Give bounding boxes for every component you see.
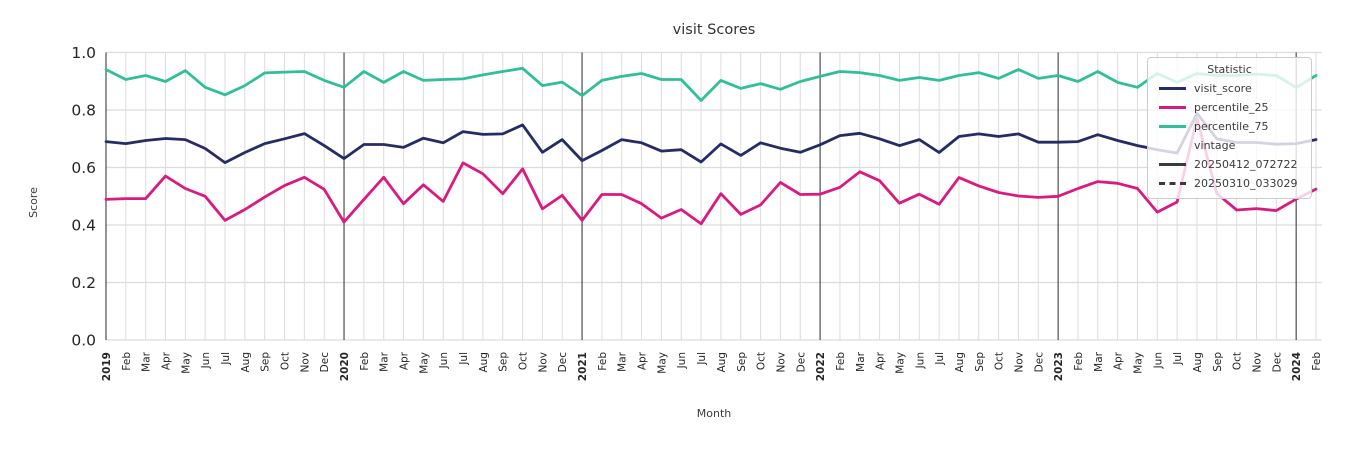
x-tick-label: Mar	[379, 351, 391, 371]
x-tick-label: Oct	[756, 352, 768, 370]
legend-series-rows: visit_score percentile_25 percentile_75	[1148, 79, 1311, 136]
y-tick-label: 0.6	[71, 159, 96, 177]
x-tick-label: Jul	[1172, 352, 1184, 366]
x-tick-label: 2019	[101, 352, 113, 381]
x-tick-label: May	[180, 352, 192, 374]
x-tick-label: Feb	[121, 352, 133, 371]
legend-label: percentile_25	[1194, 101, 1269, 114]
x-tick-label: Feb	[1311, 352, 1323, 371]
x-tick-label: Dec	[557, 352, 569, 373]
x-tick-label: Apr	[399, 351, 411, 370]
x-tick-label: 2023	[1053, 352, 1065, 381]
x-tick-label: Nov	[299, 352, 311, 373]
x-tick-label: Oct	[518, 352, 530, 370]
x-tick-label: Dec	[1271, 352, 1283, 373]
x-tick-label: Sep	[974, 352, 986, 372]
x-tick-label: Oct	[1232, 352, 1244, 370]
legend-line-swatch	[1159, 182, 1186, 185]
x-tick-label: Sep	[736, 352, 748, 372]
x-tick-label: Feb	[1073, 352, 1085, 371]
legend-label: 20250412_072722	[1194, 158, 1298, 171]
x-tick-label: Dec	[319, 352, 331, 373]
legend-line-swatch	[1159, 106, 1186, 109]
legend-label: visit_score	[1194, 82, 1252, 95]
x-tick-label: 2020	[339, 352, 351, 381]
x-tick-label: Aug	[240, 352, 252, 373]
x-tick-label: Mar	[617, 351, 629, 371]
chart-title: visit Scores	[672, 22, 756, 38]
x-tick-label: 2022	[815, 352, 827, 381]
x-tick-label: Apr	[1113, 351, 1125, 370]
x-tick-label: Jun	[676, 352, 688, 369]
x-tick-label: 2021	[577, 352, 589, 381]
legend-line-swatch	[1159, 125, 1186, 128]
x-tick-label: Jun	[1152, 352, 1164, 369]
y-tick-label: 1.0	[71, 44, 96, 62]
x-tick-label: Aug	[954, 352, 966, 373]
x-tick-label: Nov	[1013, 352, 1025, 373]
legend-item-percentile_25: percentile_25	[1148, 98, 1311, 117]
series-line-percentile_25	[104, 117, 1318, 226]
x-tick-label: Jun	[438, 352, 450, 369]
x-tick-label: Dec	[1033, 352, 1045, 373]
x-tick-label: Nov	[1251, 352, 1263, 373]
x-tick-label: May	[418, 352, 430, 374]
x-tick-label: Feb	[597, 352, 609, 371]
legend-line-swatch	[1159, 87, 1186, 90]
y-axis-label: Score	[26, 187, 40, 218]
x-tick-label: Apr	[161, 351, 173, 370]
x-tick-label: Apr	[875, 351, 887, 370]
series-line-visit_score	[104, 112, 1318, 165]
x-tick-label: Jul	[696, 352, 708, 366]
legend-vintage-20250310_033029: 20250310_033029	[1148, 174, 1311, 193]
x-tick-label: Mar	[855, 351, 867, 371]
legend-vintage-rows: 20250412_072722 20250310_033029	[1148, 155, 1311, 193]
x-axis-label: Month	[696, 407, 732, 420]
x-tick-label: Dec	[795, 352, 807, 373]
x-tick-label: Aug	[478, 352, 490, 373]
x-tick-label: Apr	[637, 351, 649, 370]
x-tick-label: Jul	[934, 352, 946, 366]
legend-item-visit_score: visit_score	[1148, 79, 1311, 98]
x-tick-label: Feb	[359, 352, 371, 371]
x-tick-label: Sep	[260, 352, 272, 372]
x-tick-label: Jul	[220, 352, 232, 366]
y-tick-label: 0.8	[71, 102, 96, 120]
y-tick-label: 0.4	[71, 217, 96, 235]
x-tick-label: Mar	[1093, 351, 1105, 371]
x-tick-label: 2024	[1291, 352, 1303, 381]
y-tick-label: 0.0	[71, 332, 96, 350]
legend-line-swatch	[1159, 163, 1186, 166]
legend-label: 20250310_033029	[1194, 177, 1298, 190]
x-tick-label: Jul	[458, 352, 470, 366]
x-tick-label: May	[656, 352, 668, 374]
x-tick-label: Aug	[1192, 352, 1204, 373]
legend-vintage-20250412_072722: 20250412_072722	[1148, 155, 1311, 174]
x-tick-label: Nov	[537, 352, 549, 373]
x-tick-label: Jun	[200, 352, 212, 369]
legend-subtitle: vintage	[1194, 139, 1236, 152]
x-tick-label: Mar	[141, 351, 153, 371]
x-tick-label: Jun	[914, 352, 926, 369]
x-tick-label: May	[894, 352, 906, 374]
x-tick-label: Sep	[1212, 352, 1224, 372]
x-tick-label: Oct	[994, 352, 1006, 370]
y-tick-label: 0.2	[71, 274, 96, 292]
legend-item-percentile_75: percentile_75	[1148, 117, 1311, 136]
legend-title: Statistic	[1207, 63, 1252, 76]
x-tick-label: Nov	[775, 352, 787, 373]
x-tick-label: Oct	[280, 352, 292, 370]
x-tick-label: May	[1132, 352, 1144, 374]
legend-label: percentile_75	[1194, 120, 1269, 133]
series-line-percentile_75	[104, 66, 1318, 102]
x-tick-label: Aug	[716, 352, 728, 373]
x-tick-label: Feb	[835, 352, 847, 371]
x-tick-label: Sep	[498, 352, 510, 372]
